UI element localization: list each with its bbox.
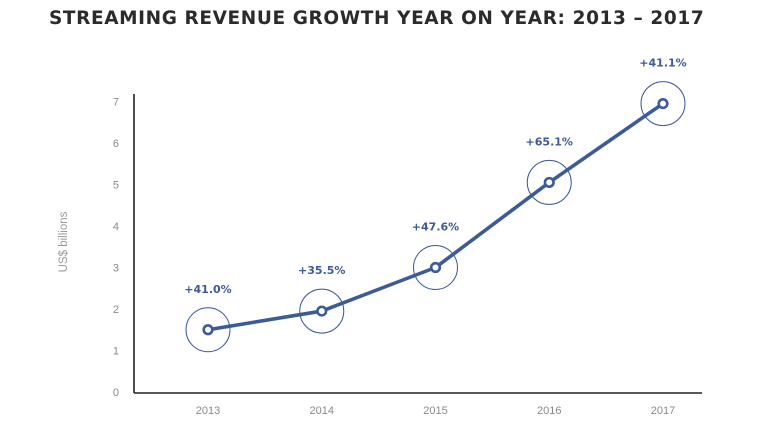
y-tick-label: 3 — [113, 263, 119, 275]
y-tick-label: 1 — [113, 346, 119, 358]
y-tick-labels: 0 1 2 3 4 5 6 7 — [113, 97, 119, 400]
data-point — [543, 176, 555, 189]
y-tick-label: 5 — [113, 180, 119, 192]
data-label: +41.1% — [639, 57, 686, 70]
data-label: +35.5% — [298, 264, 345, 277]
x-tick-label: 2014 — [310, 405, 334, 417]
data-point — [429, 261, 442, 274]
x-tick-label: 2013 — [196, 405, 220, 417]
y-axis-label: US$ billions — [58, 211, 70, 272]
data-label: +41.0% — [184, 283, 231, 296]
data-label: +47.6% — [412, 221, 459, 234]
y-tick-label: 2 — [113, 304, 119, 316]
x-tick-labels: 2013 2014 2015 2016 2017 — [196, 405, 675, 417]
data-point — [657, 97, 669, 110]
x-tick-label: 2015 — [423, 405, 447, 417]
y-tick-label: 0 — [113, 387, 119, 399]
y-tick-label: 7 — [113, 97, 119, 109]
y-tick-label: 6 — [113, 138, 119, 150]
highlight-ring — [413, 245, 458, 290]
highlight-ring — [299, 288, 345, 334]
highlight-ring — [526, 159, 572, 205]
highlight-ring — [185, 307, 231, 353]
data-label: +65.1% — [526, 135, 573, 148]
y-axis-label-group: US$ billions — [58, 211, 70, 272]
chart-title: STREAMING REVENUE GROWTH YEAR ON YEAR: 2… — [49, 8, 705, 29]
data-point — [316, 305, 328, 317]
series-layer: +41.0% +35.5% +47.6% +65.1% +41.1% — [184, 57, 687, 353]
series-line — [206, 101, 665, 332]
data-point — [202, 324, 214, 336]
x-tick-label: 2016 — [537, 405, 561, 417]
highlight-ring — [640, 81, 686, 127]
y-tick-label: 4 — [113, 221, 119, 233]
x-tick-label: 2017 — [651, 405, 675, 417]
